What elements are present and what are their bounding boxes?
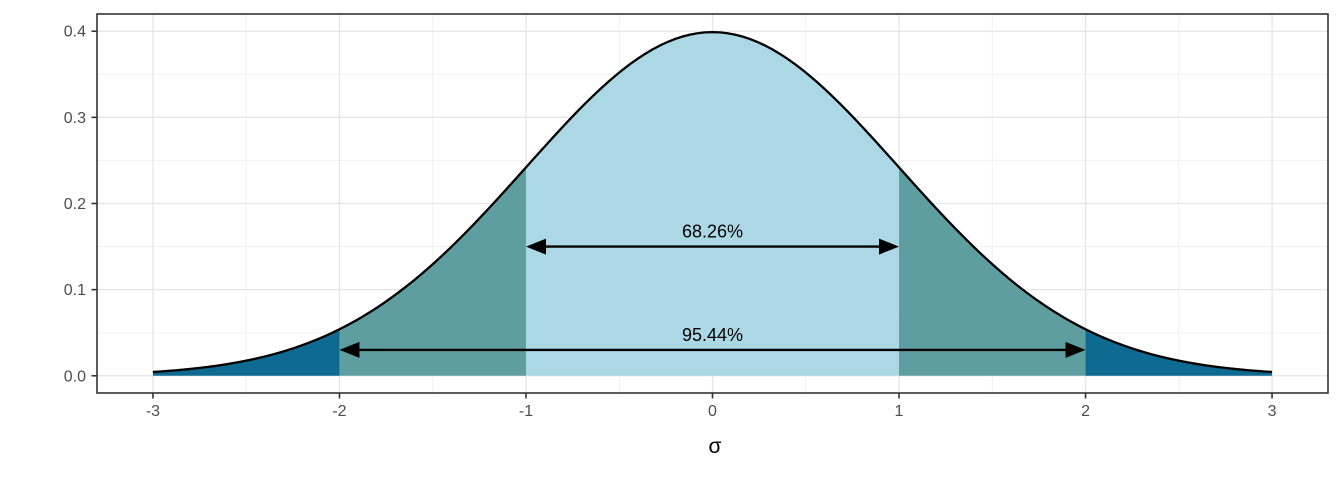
annotation-label: 68.26%: [682, 222, 743, 242]
x-tick-label: 1: [895, 403, 904, 420]
annotation-arrowhead-right: [1065, 341, 1086, 358]
x-tick-label: -2: [332, 403, 346, 420]
region-tail-left: [152, 329, 340, 376]
annotation-arrowhead-left: [525, 238, 546, 255]
x-tick-label: -1: [519, 403, 533, 420]
x-tick-label: 0: [708, 403, 717, 420]
region-center: [525, 32, 900, 376]
y-tick-label: 0.4: [64, 24, 86, 41]
x-axis: -3 -2 -1 0 1 2 3: [146, 393, 1277, 420]
x-tick-label: -3: [146, 403, 160, 420]
annotation-label: 95.44%: [682, 325, 743, 345]
y-tick-label: 0.0: [64, 368, 86, 385]
x-tick-label: 2: [1081, 403, 1090, 420]
density-curve: [152, 30, 1273, 374]
x-axis-title: σ: [709, 435, 722, 458]
density-curve-line: [152, 30, 1273, 374]
annotation-arrowhead-left: [339, 341, 360, 358]
annotations: 68.26% 95.44%: [339, 222, 1086, 358]
y-tick-label: 0.3: [64, 110, 86, 127]
y-tick-label: 0.1: [64, 282, 86, 299]
y-axis: 0.0 0.1 0.2 0.3 0.4: [64, 24, 97, 385]
annotation-arrowhead-right: [879, 238, 900, 255]
region-tail-right: [1085, 329, 1273, 376]
x-tick-label: 3: [1268, 403, 1277, 420]
y-tick-label: 0.2: [64, 196, 86, 213]
